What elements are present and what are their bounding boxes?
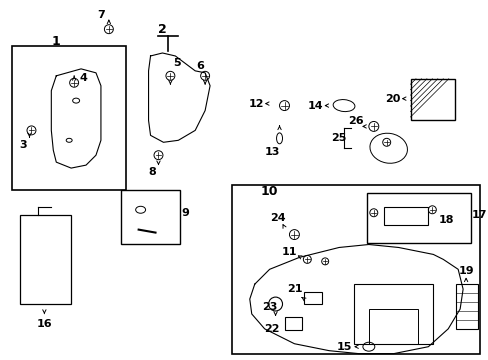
Text: 12: 12	[248, 99, 264, 109]
Text: 20: 20	[384, 94, 400, 104]
Text: 24: 24	[269, 213, 285, 223]
Bar	[121, 190, 180, 244]
Text: 13: 13	[264, 147, 280, 157]
Bar	[284, 317, 302, 330]
Bar	[410, 79, 454, 121]
Text: 5: 5	[173, 58, 181, 68]
Text: 3: 3	[20, 140, 27, 150]
Text: 25: 25	[331, 133, 346, 143]
Bar	[368, 309, 418, 344]
Bar	[353, 284, 432, 344]
Text: 7: 7	[97, 10, 104, 20]
Text: 23: 23	[262, 302, 277, 312]
Text: 21: 21	[286, 284, 302, 294]
Text: 11: 11	[281, 247, 297, 257]
Text: 1: 1	[52, 35, 61, 48]
Text: 16: 16	[37, 319, 52, 329]
Text: 2: 2	[158, 23, 166, 36]
Bar	[383, 207, 427, 225]
Text: 6: 6	[196, 61, 203, 71]
Bar	[304, 292, 322, 304]
Text: 14: 14	[307, 100, 323, 111]
Text: 15: 15	[336, 342, 351, 352]
Bar	[12, 46, 125, 190]
Bar	[20, 215, 71, 304]
Text: 19: 19	[457, 266, 473, 276]
Text: 22: 22	[264, 324, 279, 334]
Text: 17: 17	[470, 210, 486, 220]
Text: 26: 26	[347, 116, 363, 126]
Text: 9: 9	[181, 208, 189, 218]
Bar	[455, 284, 477, 329]
Bar	[231, 185, 479, 354]
Text: 4: 4	[79, 73, 87, 83]
Text: 10: 10	[260, 185, 278, 198]
Bar	[366, 193, 470, 243]
Text: 18: 18	[438, 215, 453, 225]
Text: 8: 8	[148, 167, 156, 177]
